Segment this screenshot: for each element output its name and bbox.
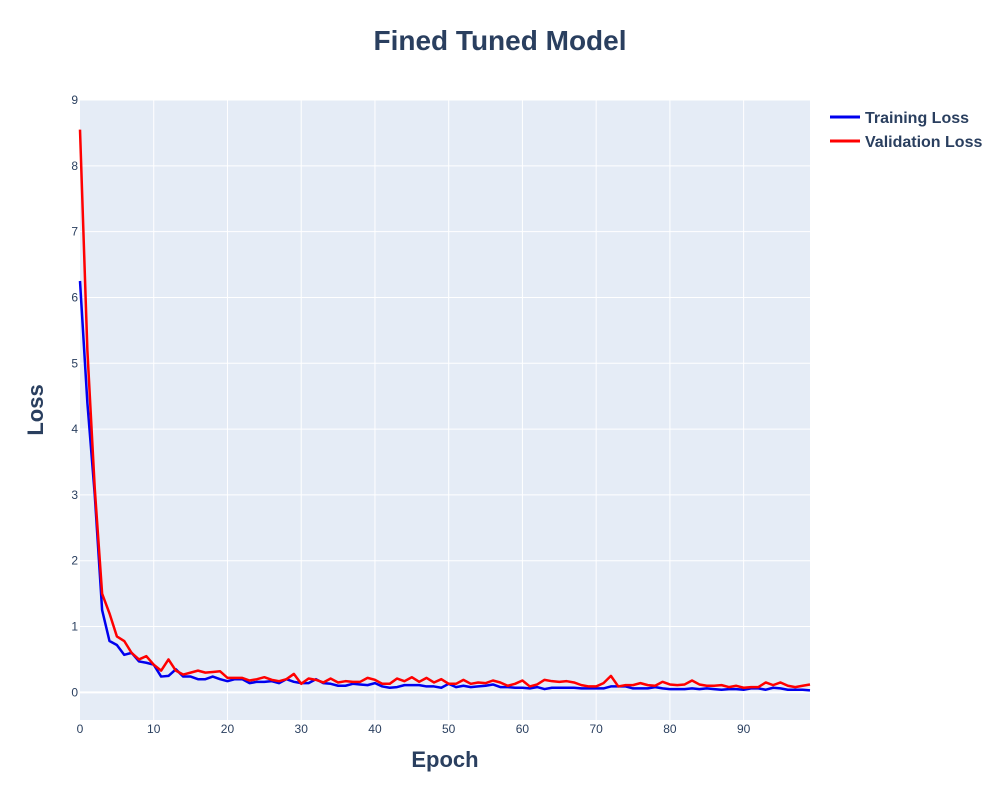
legend-label: Validation Loss <box>865 134 982 151</box>
x-tick-label: 60 <box>516 722 530 736</box>
x-tick-label: 80 <box>663 722 677 736</box>
x-axis-title: Epoch <box>411 747 478 772</box>
validation-loss-line <box>78 129 811 689</box>
x-tick-label: 10 <box>147 722 161 736</box>
y-axis-title: Loss <box>23 384 48 435</box>
legend[interactable]: Training Loss Validation Loss <box>830 110 982 151</box>
x-tick-label: 90 <box>737 722 751 736</box>
training-loss-line <box>78 280 811 692</box>
legend-item-training-loss[interactable]: Training Loss <box>830 110 969 127</box>
tick-labels: 0 10 20 30 40 50 60 70 80 90 0 1 2 3 4 5 6 7 8 9 <box>71 93 750 736</box>
y-tick-label: 3 <box>71 488 78 502</box>
gridlines <box>80 99 810 720</box>
chart-title: Fined Tuned Model <box>373 25 626 56</box>
y-tick-label: 6 <box>71 290 78 304</box>
y-tick-label: 2 <box>71 554 78 568</box>
x-tick-label: 40 <box>368 722 382 736</box>
y-tick-label: 8 <box>71 159 78 173</box>
plot-background <box>80 100 810 720</box>
y-tick-label: 4 <box>71 422 78 436</box>
x-tick-label: 30 <box>295 722 309 736</box>
legend-item-validation-loss[interactable]: Validation Loss <box>830 134 982 151</box>
y-tick-label: 0 <box>71 685 78 699</box>
y-tick-label: 5 <box>71 356 78 370</box>
y-tick-label: 7 <box>71 225 78 239</box>
x-tick-label: 20 <box>221 722 235 736</box>
series-lines <box>78 129 811 692</box>
legend-label: Training Loss <box>865 110 969 127</box>
x-tick-label: 50 <box>442 722 456 736</box>
x-tick-label: 70 <box>589 722 603 736</box>
y-tick-label: 9 <box>71 93 78 107</box>
x-tick-label: 0 <box>77 722 84 736</box>
y-tick-label: 1 <box>71 620 78 634</box>
